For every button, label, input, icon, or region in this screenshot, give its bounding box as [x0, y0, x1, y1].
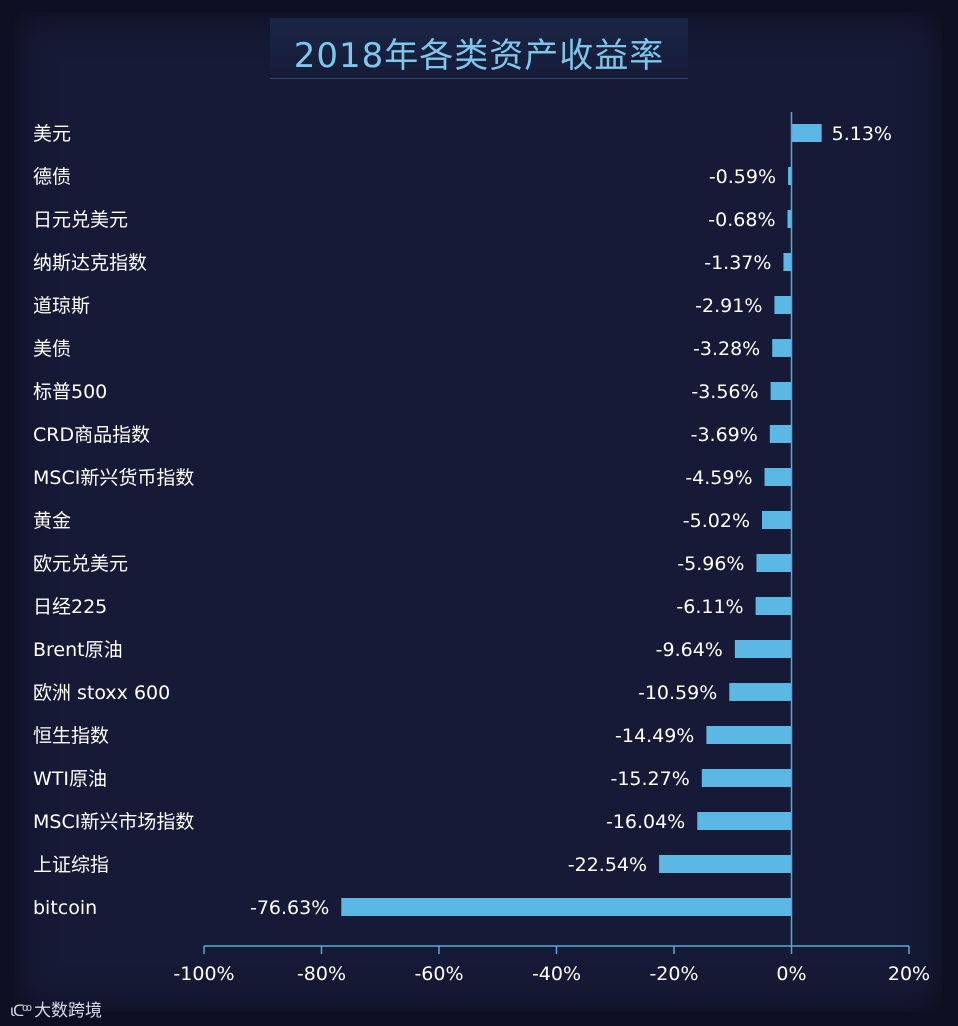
bar	[764, 468, 792, 486]
kuajing-logo-icon: ιᑕ⁰⁰	[10, 1002, 32, 1020]
x-tick-label: -40%	[532, 963, 581, 985]
category-label: 标普500	[33, 381, 107, 403]
value-label: -0.59%	[709, 166, 776, 188]
category-label: MSCI新兴货币指数	[33, 467, 194, 489]
category-label: 上证综指	[33, 854, 109, 876]
category-label: Brent原油	[33, 639, 123, 661]
x-tick-label: 20%	[888, 963, 930, 985]
bar	[783, 253, 792, 271]
category-label: 欧洲 stoxx 600	[33, 682, 170, 704]
value-label: -6.11%	[676, 596, 743, 618]
bar	[729, 683, 792, 701]
value-label: -16.04%	[606, 811, 685, 833]
category-label: 日经225	[33, 596, 107, 618]
chart-title: 2018年各类资产收益率	[293, 36, 665, 76]
value-label: -3.69%	[691, 424, 758, 446]
x-tick-label: -60%	[414, 963, 463, 985]
value-label: -10.59%	[638, 682, 717, 704]
value-label: -0.68%	[708, 209, 775, 231]
category-label: bitcoin	[33, 897, 97, 919]
value-label: 5.13%	[832, 123, 892, 145]
bar	[706, 726, 792, 744]
x-tick-label: -20%	[649, 963, 698, 985]
category-label: 美债	[33, 338, 71, 360]
value-label: -22.54%	[568, 854, 647, 876]
x-tick-label: -100%	[173, 963, 234, 985]
bar	[697, 812, 792, 830]
bar	[659, 855, 792, 873]
category-label: 欧元兑美元	[33, 553, 128, 575]
value-label: -5.02%	[683, 510, 750, 532]
value-label: -14.49%	[615, 725, 694, 747]
category-label: 黄金	[33, 510, 71, 532]
bar	[734, 640, 792, 658]
bar	[762, 511, 792, 529]
value-label: -9.64%	[656, 639, 723, 661]
category-label: 德债	[33, 166, 71, 188]
value-label: -15.27%	[610, 768, 689, 790]
watermark-text: 大数跨境	[34, 1001, 103, 1021]
value-label: -76.63%	[250, 897, 329, 919]
category-label: 恒生指数	[33, 725, 109, 747]
category-label: WTI原油	[33, 768, 107, 790]
bar	[701, 769, 792, 787]
bar	[755, 597, 792, 615]
value-label: -5.96%	[677, 553, 744, 575]
category-label: CRD商品指数	[33, 424, 150, 446]
value-label: -3.56%	[691, 381, 758, 403]
value-label: -2.91%	[695, 295, 762, 317]
bar	[756, 554, 792, 572]
bar	[769, 425, 792, 443]
category-label: 日元兑美元	[33, 209, 128, 231]
value-label: -1.37%	[704, 252, 771, 274]
category-label: 纳斯达克指数	[33, 252, 147, 274]
x-tick-label: 0%	[776, 963, 806, 985]
bar	[341, 898, 792, 916]
category-label: MSCI新兴市场指数	[33, 811, 194, 833]
watermark: ιᑕ⁰⁰ 大数跨境	[10, 996, 102, 1021]
category-label: 道琼斯	[33, 295, 90, 317]
category-label: 美元	[33, 123, 71, 145]
bar	[787, 210, 792, 228]
title-band	[270, 18, 688, 79]
bar	[770, 382, 792, 400]
bar	[788, 167, 792, 185]
bar	[791, 124, 822, 142]
bar	[772, 339, 792, 357]
value-label: -4.59%	[685, 467, 752, 489]
x-tick-label: -80%	[297, 963, 346, 985]
bar	[774, 296, 792, 314]
value-label: -3.28%	[693, 338, 760, 360]
